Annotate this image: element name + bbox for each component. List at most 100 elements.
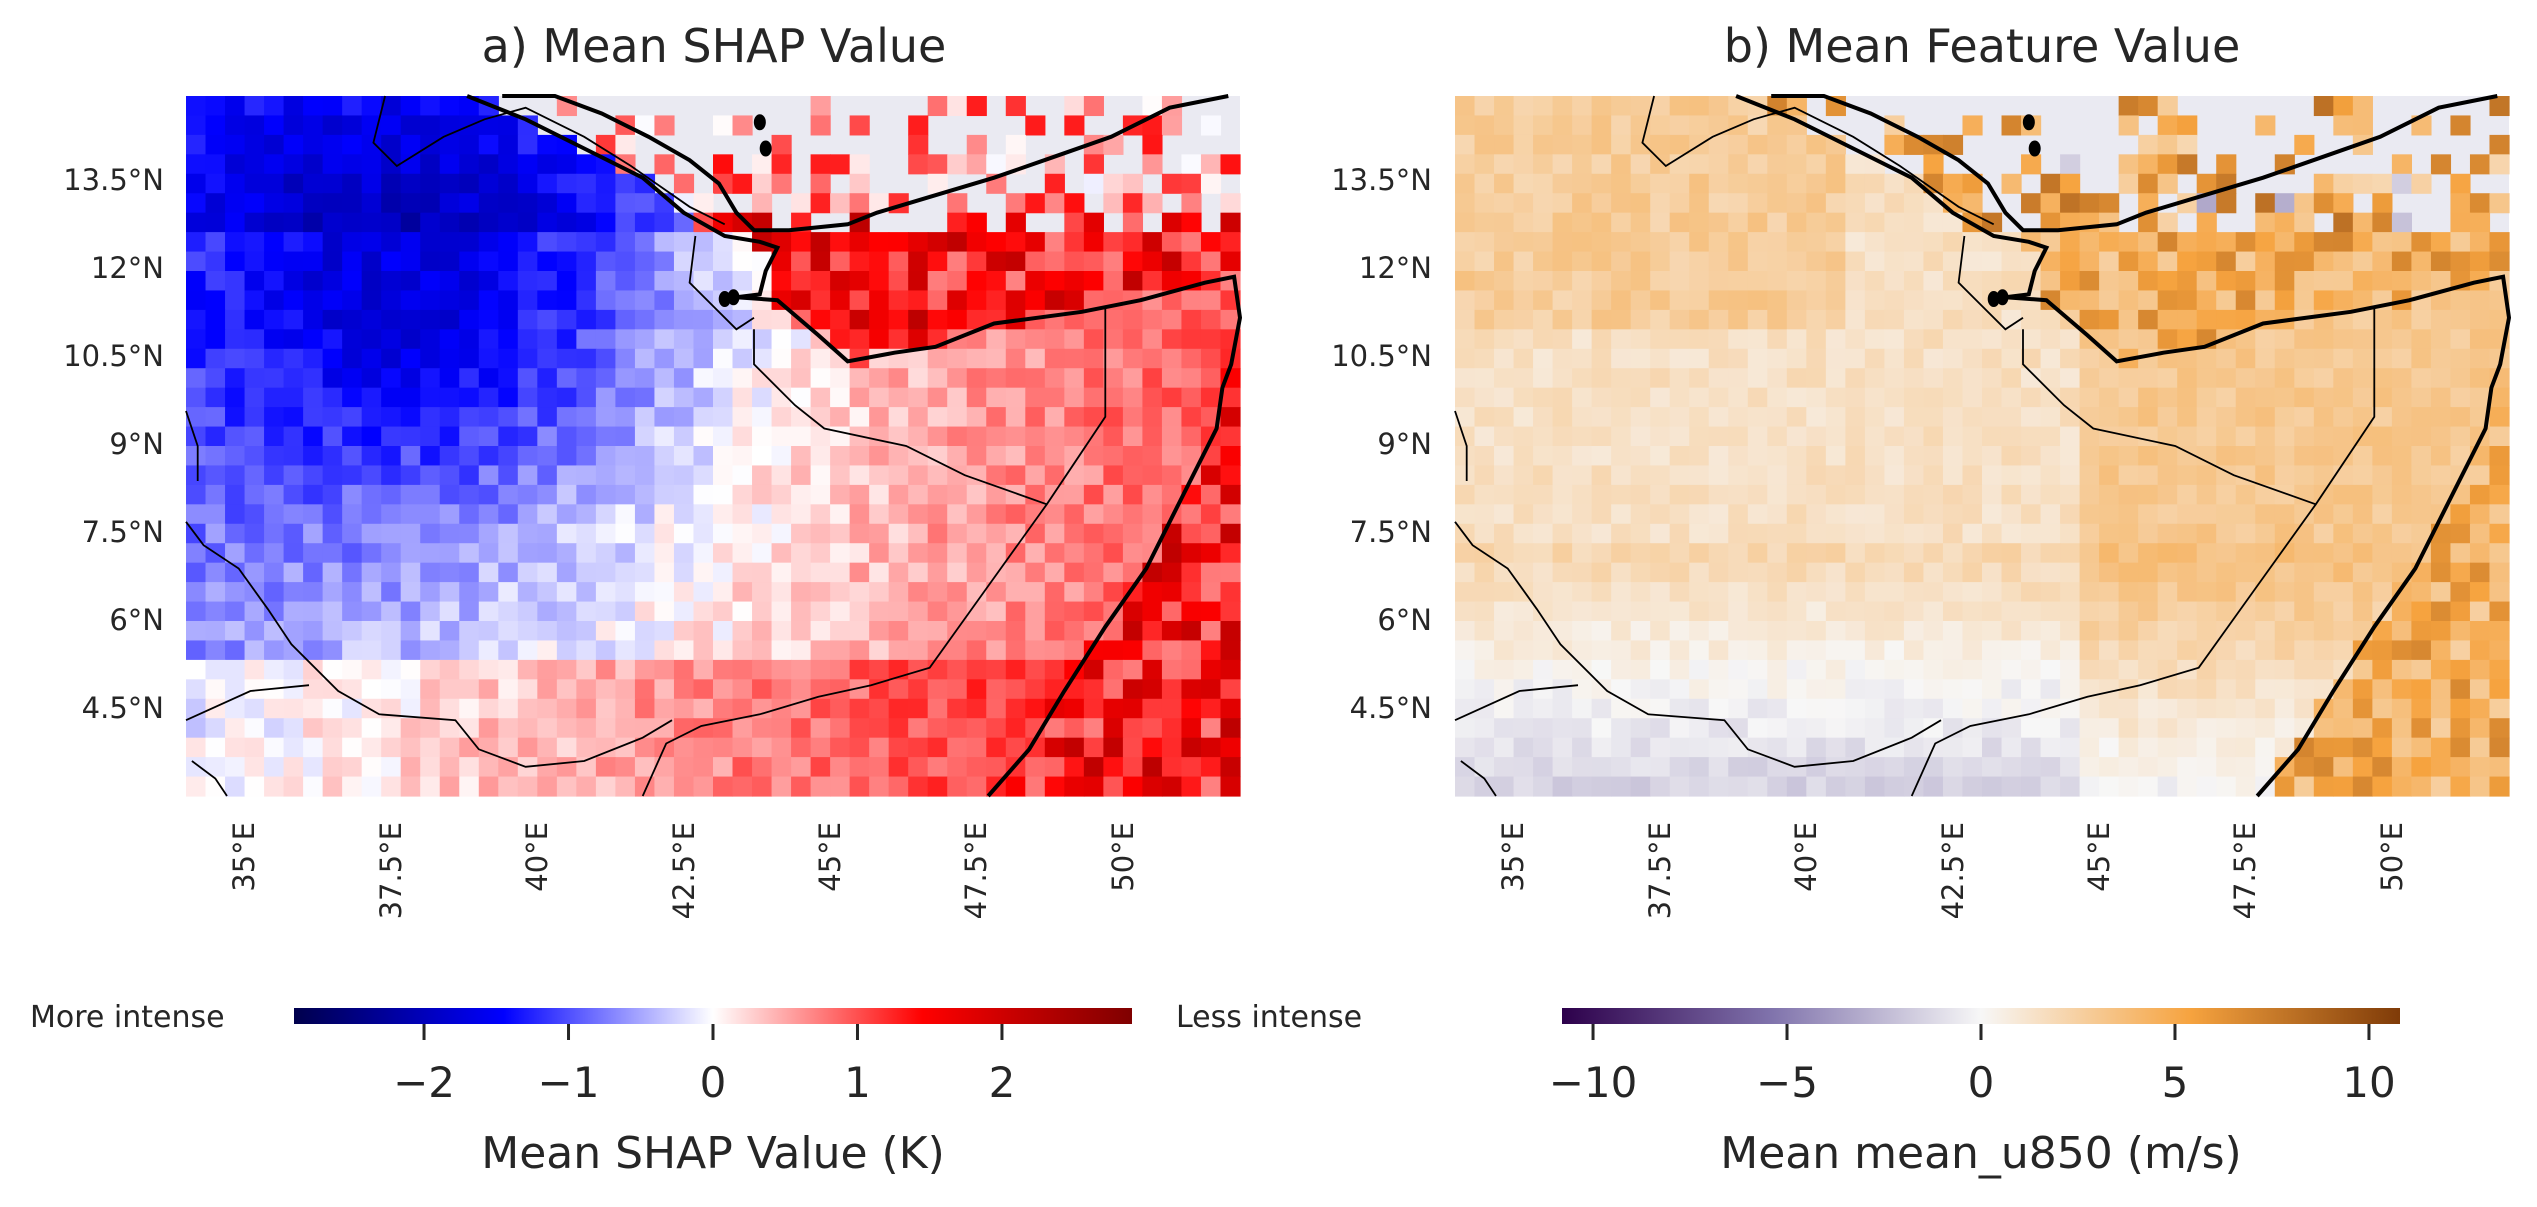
heatmap-cell [2274,659,2295,680]
heatmap-cell [381,523,402,544]
heatmap-cell [2021,484,2042,505]
heatmap-cell [1181,407,1202,428]
heatmap-cell [283,193,304,214]
heatmap-cell [2040,582,2061,603]
heatmap-cell [1552,640,1573,661]
heatmap-cell [1513,387,1534,408]
heatmap-cell [1572,621,1593,642]
heatmap-cell [1494,679,1515,700]
heatmap-cell [1064,251,1085,272]
heatmap-cell [2138,737,2159,758]
heatmap-cell [342,232,363,253]
heatmap-cell [849,387,870,408]
heatmap-cell [1982,368,2003,389]
heatmap-cell [654,504,675,525]
heatmap-cell [186,504,207,525]
heatmap-cell [869,776,890,797]
heatmap-cell [2450,368,2471,389]
heatmap-cell [264,737,285,758]
heatmap-cell [2118,698,2139,719]
heatmap-cell [1611,523,1632,544]
heatmap-cell [517,348,538,369]
heatmap-cell [1786,426,1807,447]
heatmap-cell [2274,601,2295,622]
heatmap-cell [1962,232,1983,253]
heatmap-cell [615,134,636,155]
heatmap-cell [283,271,304,292]
heatmap-cell [1083,465,1104,486]
heatmap-cell [381,659,402,680]
heatmap-cell [342,582,363,603]
heatmap-cell [869,484,890,505]
heatmap-cell [2060,426,2081,447]
heatmap-cell [2196,407,2217,428]
heatmap-cell [478,212,499,233]
heatmap-cell [615,348,636,369]
heatmap-cell [1825,562,1846,583]
heatmap-cell [186,271,207,292]
heatmap-cell [2333,290,2354,311]
heatmap-cell [498,465,519,486]
heatmap-cell [1064,601,1085,622]
heatmap-cell [2157,407,2178,428]
heatmap-cell [654,523,675,544]
heatmap-cell [1806,193,1827,214]
heatmap-cell [1552,737,1573,758]
heatmap-cell [791,387,812,408]
heatmap-cell [2196,659,2217,680]
heatmap-cell [2216,251,2237,272]
heatmap-cell [1962,271,1983,292]
heatmap-cell [1005,484,1026,505]
heatmap-cell [1591,134,1612,155]
heatmap-cell [1747,232,1768,253]
heatmap-cell [1884,271,1905,292]
heatmap-cell [927,621,948,642]
heatmap-cell [244,465,265,486]
heatmap-cell [2430,465,2452,486]
heatmap-cell [303,465,324,486]
heatmap-cell [654,659,675,680]
heatmap-cell [2079,698,2100,719]
heatmap-cell [986,601,1007,622]
heatmap-cell [1767,387,1788,408]
heatmap-cell [2411,173,2432,194]
heatmap-cell [1572,698,1593,719]
heatmap-cell [673,465,695,486]
heatmap-cell [2216,776,2237,797]
heatmap-cell [2079,484,2100,505]
heatmap-cell [1083,679,1104,700]
heatmap-cell [1533,212,1554,233]
heatmap-cell [2333,737,2354,758]
heatmap-cell [1455,621,1476,642]
heatmap-cell [244,329,265,350]
heatmap-cell [830,776,851,797]
heatmap-cell [1650,134,1671,155]
heatmap-cell [576,368,597,389]
heatmap-cell [244,407,265,428]
heatmap-cell [1845,154,1866,175]
heatmap-cell [2450,659,2471,680]
heatmap-cell [2099,309,2120,330]
heatmap-cell [2157,232,2178,253]
heatmap-cell [810,757,831,778]
heatmap-cell [2352,173,2373,194]
heatmap-cell [2294,582,2315,603]
heatmap-cell [2040,523,2061,544]
heatmap-cell [1825,134,1846,155]
heatmap-cell [2099,621,2120,642]
heatmap-cell [1650,173,1671,194]
heatmap-cell [439,173,460,194]
heatmap-cell [381,484,402,505]
heatmap-cell [1494,484,1515,505]
heatmap-cell [615,290,636,311]
heatmap-cell [849,718,870,739]
heatmap-cell [1630,368,1651,389]
heatmap-cell [361,679,382,700]
heatmap-cell [517,309,538,330]
heatmap-cell [244,212,265,233]
heatmap-cell [673,387,695,408]
heatmap-cell [732,407,753,428]
heatmap-cell [830,582,851,603]
heatmap-cell [1200,659,1222,680]
heatmap-cell [2313,271,2334,292]
